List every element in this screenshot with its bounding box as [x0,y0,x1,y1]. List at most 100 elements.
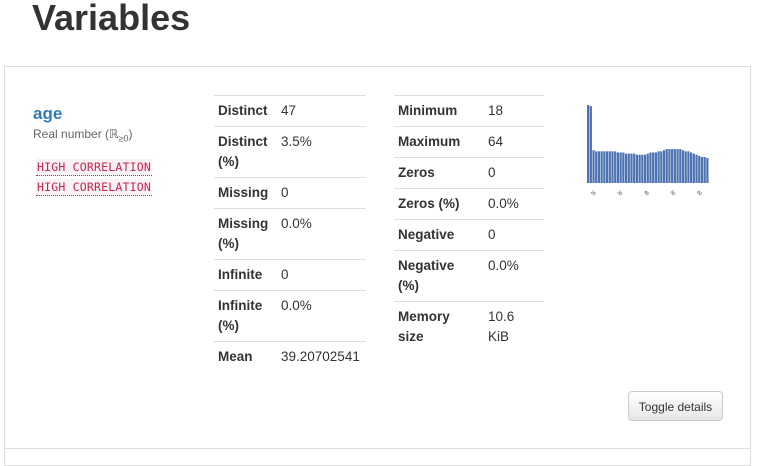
variable-type-label: Real number ( [33,127,109,141]
histogram-bar [698,156,700,183]
histogram-tick-label: 30 [616,189,623,196]
stat-value: 10.6 KiB [484,302,544,353]
stat-value: 0 [277,260,366,291]
histogram-bar [620,152,622,183]
histogram-bar [666,149,668,183]
histogram-bar [649,152,651,183]
stat-row: Missing (%) 0.0% [214,209,366,260]
histogram-bar [592,150,594,183]
stats-table-right: Minimum 18 Maximum 64 Zeros 0 Zeros (%) 0.0%… [394,95,544,352]
histogram-bar [679,149,681,183]
toggle-details-button[interactable]: Toggle details [628,391,723,421]
histogram-tick-label: 60 [696,189,703,196]
stat-value: 3.5% [277,127,366,178]
histogram-bar [606,151,608,183]
histogram-bar [644,155,646,183]
histogram-bar [636,155,638,183]
high-correlation-badge[interactable]: HIGH CORRELATION [36,179,152,196]
stat-value: 0 [484,158,544,189]
histogram-bar [704,157,706,183]
page-title: Variables [32,0,190,36]
stat-key: Zeros [394,158,484,189]
stat-key: Negative [394,220,484,251]
histogram-bar [614,151,616,183]
histogram-bar [652,152,654,183]
stat-row: Minimum 18 [394,96,544,127]
histogram-bar [609,151,611,183]
histogram-bar [693,154,695,183]
stat-key: Distinct [214,96,277,127]
variable-type-close: ) [129,127,133,141]
stat-row: Zeros 0 [394,158,544,189]
histogram-bar [706,158,708,183]
histogram-bar [601,151,603,183]
stat-value: 47 [277,96,366,127]
histogram-bar [674,149,676,183]
histogram-bar [595,151,597,183]
variable-type: Real number (ℝ≥0) [33,126,133,146]
histogram-tick-label: 20 [590,189,597,196]
stat-value: 64 [484,127,544,158]
stat-value: 0 [277,178,366,209]
histogram-bar [628,154,630,183]
stat-value: 0.0% [277,291,366,342]
stat-row: Zeros (%) 0.0% [394,189,544,220]
histogram-bar [682,150,684,183]
stat-key: Distinct (%) [214,127,277,178]
stat-key: Infinite [214,260,277,291]
histogram-bar [655,152,657,183]
stat-row: Distinct 47 [214,96,366,127]
stats-table-left: Distinct 47 Distinct (%) 3.5% Missing 0 Mis… [214,95,366,372]
divider [4,448,751,449]
histogram-thumbnail[interactable]: 20 30 40 50 60 [584,100,714,200]
histogram-bar [701,157,703,183]
histogram-bar [587,105,589,183]
histogram-bar [603,151,605,183]
histogram-bar [617,152,619,183]
stat-row: Infinite (%) 0.0% [214,291,366,342]
histogram-bar [660,151,662,183]
histogram-bar [641,155,643,183]
histogram-bar [687,151,689,183]
histogram-bar [657,151,659,183]
histogram-bar [671,149,673,183]
stat-value: 39.20702541 [277,342,366,373]
histogram-bar [695,155,697,183]
stat-key: Memory size [394,302,484,353]
histogram-bar [598,151,600,183]
histogram-bar [630,154,632,183]
stat-row: Negative (%) 0.0% [394,251,544,302]
histogram-bar [676,149,678,183]
stat-key: Mean [214,342,277,373]
variable-type-symbol: ℝ [109,127,119,141]
stat-key: Missing (%) [214,209,277,260]
stat-key: Minimum [394,96,484,127]
variable-name-link[interactable]: age [33,104,62,124]
histogram-bar [690,152,692,183]
histogram-bar [685,151,687,183]
stat-value: 0 [484,220,544,251]
histogram-bar [622,152,624,183]
stat-row: Missing 0 [214,178,366,209]
high-correlation-badge[interactable]: HIGH CORRELATION [36,159,152,176]
stat-key: Missing [214,178,277,209]
stat-key: Zeros (%) [394,189,484,220]
variable-type-sub: ≥0 [119,133,129,143]
stat-key: Negative (%) [394,251,484,302]
stat-value: 0.0% [277,209,366,260]
stat-row: Mean 39.20702541 [214,342,366,373]
histogram-bar [633,154,635,183]
stat-row: Memory size 10.6 KiB [394,302,544,353]
histogram-bar [663,150,665,183]
stat-row: Infinite 0 [214,260,366,291]
stat-row: Maximum 64 [394,127,544,158]
stat-value: 18 [484,96,544,127]
stat-row: Distinct (%) 3.5% [214,127,366,178]
stat-key: Maximum [394,127,484,158]
histogram-tick-label: 40 [643,189,650,196]
histogram-bar [611,151,613,183]
histogram-bar [668,149,670,183]
stat-value: 0.0% [484,251,544,302]
stat-key: Infinite (%) [214,291,277,342]
histogram-bar [590,106,592,183]
